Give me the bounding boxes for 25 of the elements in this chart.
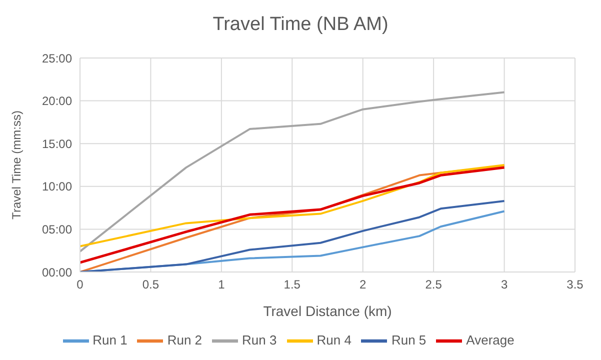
y-axis-title: Travel Time (mm:ss) xyxy=(9,110,24,220)
x-tick-label: 1.5 xyxy=(284,278,301,292)
line-series xyxy=(80,164,506,248)
legend-label: Run 5 xyxy=(391,332,426,348)
x-tick-label: 3 xyxy=(500,278,508,292)
chart-title: Travel Time (NB AM) xyxy=(212,13,390,37)
x-tick-label: 0.5 xyxy=(142,278,160,292)
y-tick-label: 20:00 xyxy=(42,94,72,108)
y-tick-label: 25:00 xyxy=(42,51,72,66)
y-tick-label: 15:00 xyxy=(42,136,72,151)
line-series xyxy=(80,91,506,252)
y-tick-label: 10:00 xyxy=(42,180,72,194)
legend-label: Run 4 xyxy=(316,332,352,348)
legend-label: Run 2 xyxy=(167,332,202,348)
x-tick-label: 0 xyxy=(76,278,84,292)
x-tick-label: 2.5 xyxy=(425,278,442,292)
x-axis-title: Travel Distance (km) xyxy=(263,303,392,319)
y-tick-label: 05:00 xyxy=(42,222,72,236)
x-tick-label: 3.5 xyxy=(566,278,584,292)
x-tick-label: 1 xyxy=(218,278,226,292)
x-tick-label: 2 xyxy=(360,278,367,292)
legend-label: Run 3 xyxy=(242,332,277,348)
y-tick-label: 00:00 xyxy=(42,265,72,280)
legend-label: Run 1 xyxy=(92,332,128,348)
legend-label: Average xyxy=(466,332,514,348)
